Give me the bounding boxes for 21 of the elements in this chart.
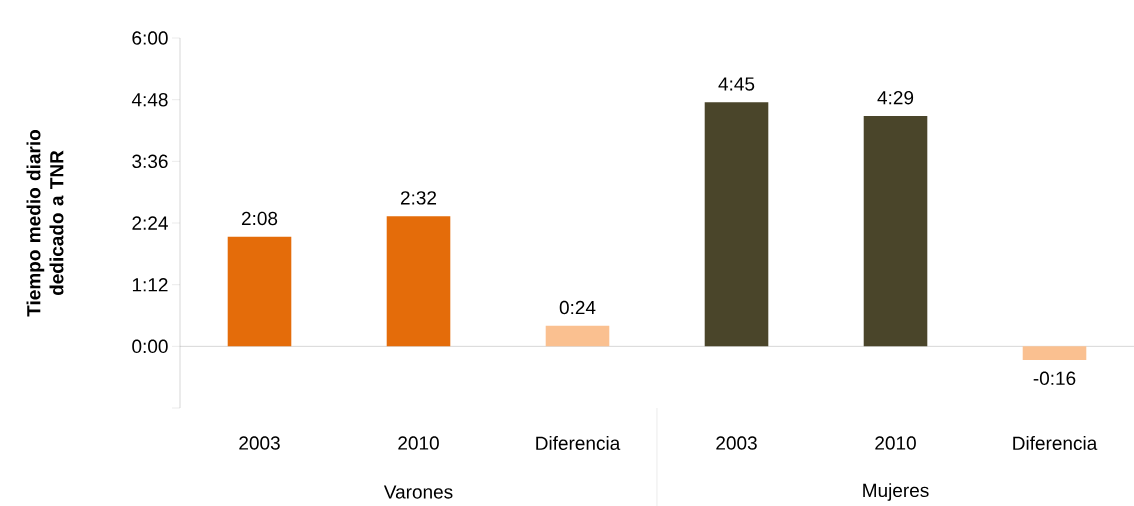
x-tick-label: 2003 bbox=[239, 436, 280, 450]
y-tick-label: 3:36 bbox=[132, 154, 168, 169]
x-tick-label: 2003 bbox=[716, 436, 757, 450]
data-label: 2:32 bbox=[400, 191, 437, 205]
y-tick-label: 2:24 bbox=[132, 216, 168, 230]
y-axis-title: Tiempo medio diario dedicado a TNR bbox=[26, 129, 64, 317]
text: Mujeres bbox=[863, 483, 929, 501]
y-tick-label: 6:00 bbox=[132, 31, 168, 45]
data-label: 4:45 bbox=[718, 77, 755, 91]
data-label: 4:29 bbox=[877, 90, 914, 105]
data-label: 0:24 bbox=[559, 300, 596, 315]
x-tick-label: Diferencia bbox=[1013, 436, 1098, 450]
x-tick-label: 2010 bbox=[398, 436, 439, 450]
y-tick-label: 1:12 bbox=[132, 278, 168, 292]
x-tick-label: Diferencia bbox=[536, 436, 621, 450]
text: Varones bbox=[383, 485, 453, 499]
y-tick-label: 4:48 bbox=[131, 92, 168, 107]
data-label: -0:16 bbox=[1033, 371, 1076, 386]
data-label: 2:08 bbox=[241, 211, 278, 226]
x-tick-label: 2010 bbox=[875, 436, 916, 450]
y-tick-label: 0:00 bbox=[132, 339, 168, 354]
